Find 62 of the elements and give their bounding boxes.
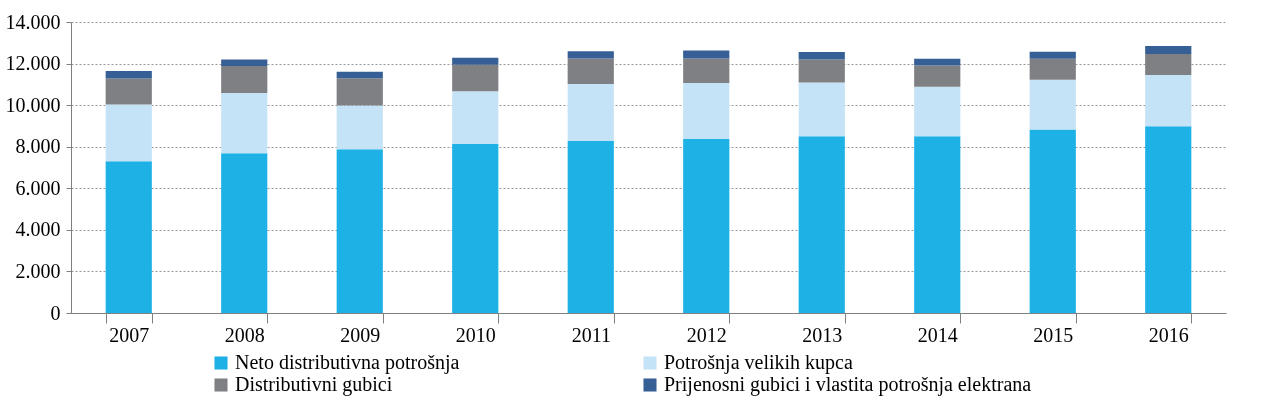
bar: [914, 86, 961, 137]
y-tick-label: 6.000: [15, 176, 61, 199]
x-tick-label: 2012: [686, 323, 727, 346]
bar: [683, 50, 730, 59]
bar: [1029, 51, 1076, 59]
bar: [336, 105, 383, 150]
bar: [1029, 58, 1076, 80]
x-tick-label: 2008: [224, 323, 265, 346]
x-tick-label: 2009: [340, 323, 381, 346]
bar: [798, 82, 845, 137]
bar: [221, 92, 268, 154]
bar: [567, 83, 614, 141]
bar: [105, 104, 152, 162]
x-tick-label: 2010: [455, 323, 496, 346]
bar: [1029, 79, 1076, 130]
bar: [1145, 75, 1192, 127]
bar: [798, 59, 845, 83]
bar: [683, 58, 730, 84]
bar: [683, 83, 730, 140]
bar: [567, 51, 614, 59]
y-tick-label: 8.000: [15, 135, 61, 158]
bar: [221, 59, 268, 67]
y-tick-label: 14.000: [5, 10, 61, 33]
legend-label: Potrošnja velikih kupca: [664, 351, 853, 374]
legend-label: Neto distributivna potrošnja: [235, 351, 460, 374]
bar: [567, 58, 614, 84]
bar: [914, 58, 961, 66]
bar: [105, 161, 152, 313]
x-tick-label: 2011: [571, 323, 611, 346]
legend-label: Prijenosni gubici i vlastita potrošnja elektrana: [664, 373, 1032, 396]
x-tick-label: 2016: [1148, 323, 1189, 346]
bar: [452, 57, 499, 65]
bar: [914, 136, 961, 313]
x-tick-label: 2015: [1033, 323, 1074, 346]
bar: [105, 71, 152, 79]
y-tick-label: 12.000: [5, 52, 61, 75]
bar: [1145, 46, 1192, 55]
x-tick-label: 2007: [109, 323, 150, 346]
bar: [1145, 126, 1192, 313]
bar: [1029, 129, 1076, 313]
bar: [798, 136, 845, 313]
legend-label: Distributivni gubici: [235, 373, 393, 396]
bar: [1145, 54, 1192, 75]
bar: [683, 139, 730, 313]
bar: [452, 144, 499, 313]
bar: [798, 51, 845, 60]
bar: [914, 65, 961, 87]
bar: [105, 78, 152, 105]
y-tick-label: 10.000: [5, 93, 61, 116]
y-tick-label: 0: [50, 301, 61, 324]
bar: [336, 149, 383, 313]
bar: [336, 71, 383, 79]
bar: [567, 140, 614, 313]
y-tick-label: 2.000: [15, 259, 61, 282]
y-tick-label: 4.000: [15, 218, 61, 241]
bar: [336, 78, 383, 106]
bar: [452, 64, 499, 92]
bar: [221, 153, 268, 313]
bar: [452, 91, 499, 145]
x-tick-label: 2013: [802, 323, 843, 346]
bar: [221, 66, 268, 93]
x-tick-label: 2014: [917, 323, 958, 346]
